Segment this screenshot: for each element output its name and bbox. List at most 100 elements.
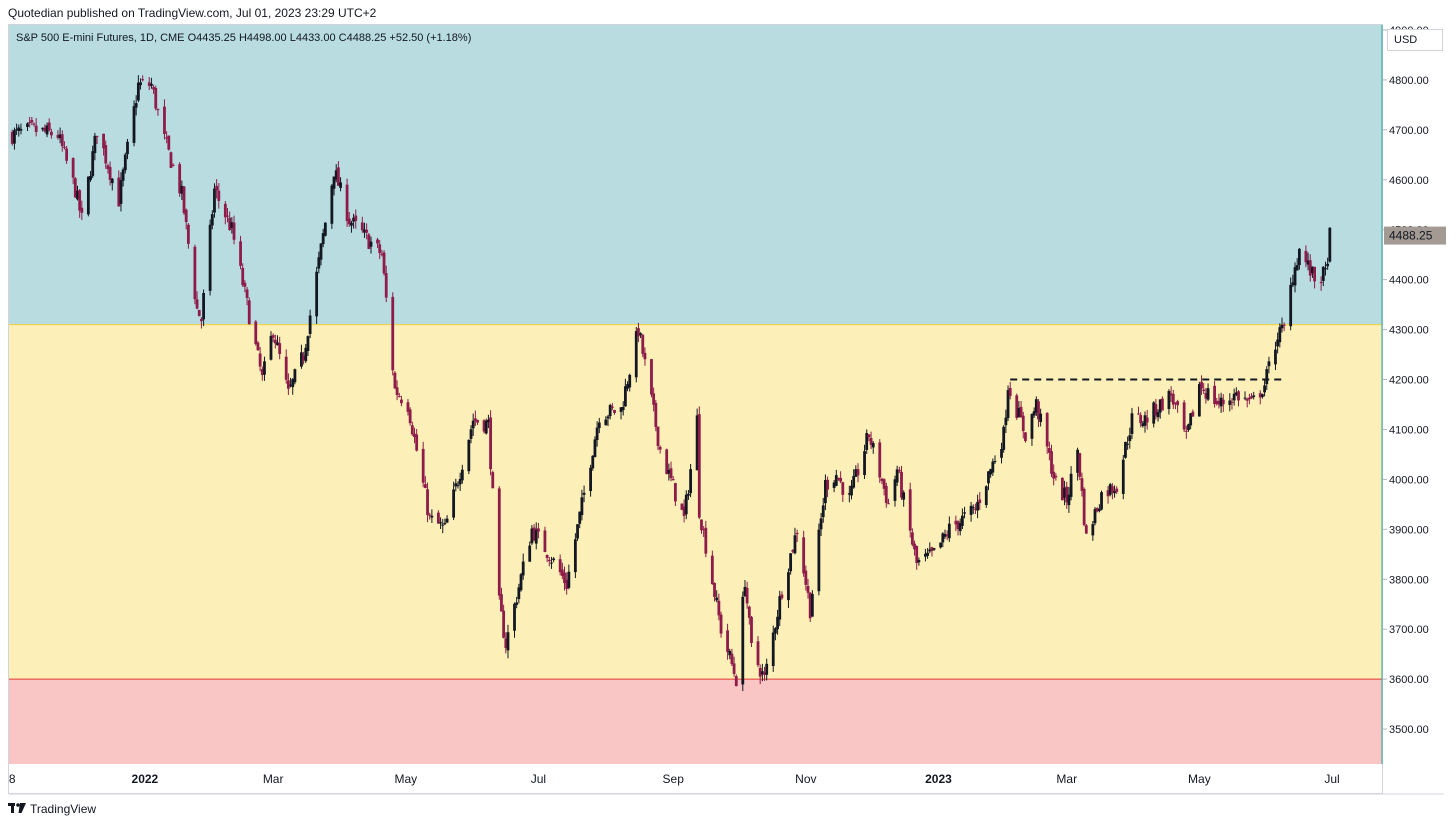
candle-body — [506, 632, 510, 651]
candle-body — [230, 222, 234, 228]
candle-body — [956, 521, 960, 530]
candle-body — [491, 472, 495, 489]
candle-body — [410, 425, 414, 435]
candle-body — [1015, 395, 1019, 418]
candle-body — [802, 537, 806, 574]
candle-body — [1050, 451, 1053, 474]
candle-body — [582, 492, 586, 495]
candle-body — [347, 218, 351, 225]
candle-body — [376, 239, 379, 244]
candle-body — [1204, 392, 1208, 399]
candle-body — [71, 158, 75, 178]
candle-body — [634, 331, 638, 378]
time-tick-label: 8 — [9, 772, 16, 786]
candle-body — [95, 135, 99, 137]
candle-body — [947, 523, 951, 539]
candle-body — [360, 222, 364, 231]
candle-body — [147, 82, 151, 86]
candle-body — [58, 134, 62, 139]
candle-body — [926, 552, 929, 556]
candle-body — [595, 427, 599, 441]
candle-body — [304, 347, 308, 362]
candle-body — [232, 222, 236, 240]
candle-body — [339, 182, 342, 188]
price-tick-label: 4600.00 — [1389, 175, 1429, 187]
price-tick-label: 3600.00 — [1389, 674, 1429, 686]
candle-body — [445, 518, 449, 523]
candle-body — [1200, 381, 1203, 389]
currency-label[interactable]: USD — [1387, 29, 1443, 51]
candle-body — [687, 493, 690, 496]
candle-body — [1126, 443, 1130, 445]
candle-body — [471, 420, 475, 429]
candle-body — [104, 145, 108, 164]
price-tick-label: 3700.00 — [1389, 624, 1429, 636]
candle-body — [1230, 401, 1234, 403]
candle-body — [241, 267, 245, 286]
candle-body — [771, 632, 775, 667]
candle-body — [13, 130, 16, 144]
candle-body — [1008, 387, 1012, 397]
candle-body — [795, 532, 799, 535]
candle-body — [1091, 524, 1095, 536]
candle-body — [1037, 401, 1040, 420]
time-tick-label: Sep — [663, 772, 685, 786]
candle-body — [406, 402, 410, 412]
time-tick-label: Jul — [531, 772, 546, 786]
candle-body — [1161, 398, 1164, 411]
candle-body — [991, 461, 995, 473]
candle-body — [719, 614, 723, 634]
candle-body — [1304, 250, 1308, 263]
candle-body — [215, 185, 219, 191]
candle-body — [715, 597, 719, 601]
candle-body — [156, 109, 160, 111]
candle-body — [1313, 266, 1317, 282]
candle-body — [352, 217, 356, 222]
time-tick-label: May — [394, 772, 417, 786]
candle-body — [1306, 260, 1310, 265]
candle-body — [695, 415, 699, 471]
candle-body — [336, 167, 340, 186]
candle-body — [141, 79, 145, 81]
candle-body — [186, 224, 190, 244]
candle-body — [550, 562, 553, 564]
candle-body — [1191, 411, 1195, 417]
candle-body — [300, 352, 303, 367]
candle-body — [108, 167, 112, 180]
candle-body — [139, 82, 142, 86]
candle-body — [750, 616, 753, 643]
candle-body — [1167, 391, 1171, 410]
candle-body — [469, 429, 473, 439]
candle-body — [819, 518, 823, 530]
candle-body — [573, 539, 577, 573]
candle-body — [558, 559, 562, 573]
candle-body — [832, 482, 836, 488]
tradingview-logo-icon — [8, 803, 26, 815]
candle-body — [700, 519, 703, 531]
candle-body — [528, 545, 532, 562]
candle-body — [269, 335, 273, 360]
candle-body — [839, 477, 843, 482]
middle-zone — [9, 324, 1382, 680]
candle-body — [1017, 408, 1021, 418]
candle-body — [1311, 266, 1314, 274]
candle-body — [121, 169, 125, 181]
candle-body — [567, 571, 571, 588]
last-price-badge — [1384, 226, 1446, 245]
candle-body — [1069, 473, 1073, 497]
candle-body — [850, 485, 853, 496]
candle-body — [917, 560, 921, 563]
candle-body — [743, 586, 747, 596]
candle-body — [91, 151, 95, 177]
candle-body — [1039, 413, 1043, 423]
candle-body — [423, 484, 427, 488]
candle-body — [302, 355, 306, 360]
candle-body — [1030, 414, 1034, 439]
candle-body — [1258, 393, 1262, 398]
candle-body — [787, 572, 790, 601]
candle-body — [519, 574, 523, 591]
candle-body — [1213, 385, 1216, 405]
candle-body — [578, 511, 582, 524]
candle-body — [49, 131, 53, 136]
